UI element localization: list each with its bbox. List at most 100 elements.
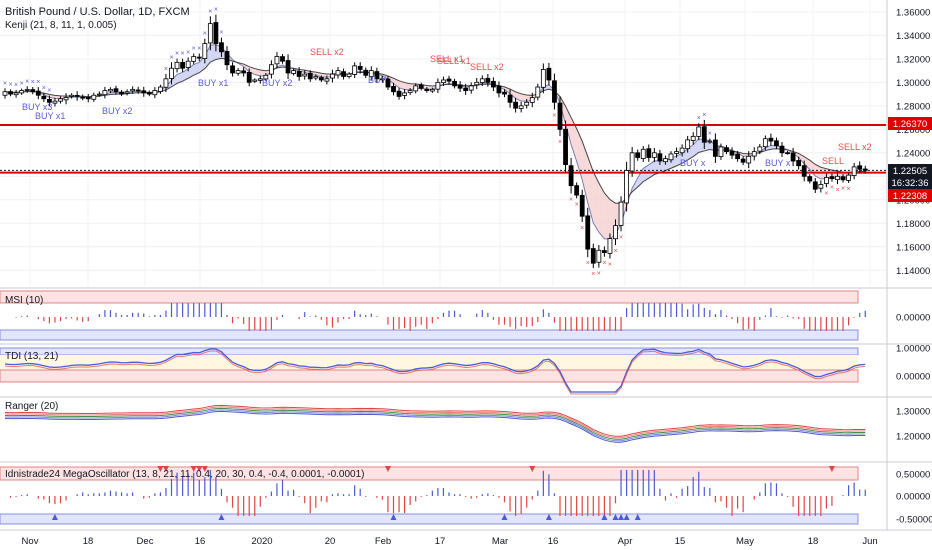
candle-body [19,90,25,94]
mega-oscillator-panel[interactable] [0,466,866,525]
candle-body [385,78,391,88]
candle-body [585,215,591,250]
buy-marker: × [31,79,35,86]
candle-body [69,94,74,97]
candle-body [490,80,496,88]
candle-body [590,248,596,264]
candle-body [41,95,47,100]
ribbon-segment [659,160,666,173]
candle-body [479,78,485,83]
time-axis-label: 16 [195,536,206,547]
candle-body [502,91,507,95]
tdi-mid-band [0,355,858,370]
ribbon-segment [177,72,183,84]
time-axis-label: 2020 [251,536,272,547]
sell-marker: × [613,248,617,255]
candle-body [307,72,313,80]
tdi-panel[interactable] [0,347,866,395]
candle-body [213,22,219,44]
candle-body [63,97,69,101]
time-axis[interactable]: Nov 18 Dec 16 2020 20 Feb 17 Mar 16 Apr 15 May 18 Jun [22,536,878,547]
main-gridlines [0,0,886,286]
candle-body [330,73,335,79]
candle-body [607,238,613,254]
svg-text:1.26370: 1.26370 [893,119,927,130]
ranger-panel[interactable] [4,404,866,443]
candle-body [568,165,574,187]
candle-body [862,168,868,171]
sell-marker: × [847,186,851,193]
time-axis-label: Mar [492,536,508,547]
panel-tick-label: 0.00000 [896,313,930,324]
buy-marker: × [25,78,29,85]
mega-sell-arrow [196,466,203,472]
candle-body [163,78,169,88]
candle-body [341,71,346,77]
buy-signal-label: BUY x3 [22,102,52,112]
candle-body [713,139,718,157]
candle-body [618,201,624,226]
candle-body [268,64,274,75]
horizontal-levels[interactable] [0,123,886,174]
mega-sell-arrow [157,466,164,472]
sell-marker: × [591,271,595,278]
candle-body [613,225,618,240]
sell-marker: × [824,190,828,197]
ribbon-segment [571,117,577,162]
time-axis-label: 15 [675,536,686,547]
ribbon-segment [654,160,660,175]
svg-text:1.22505: 1.22505 [893,166,927,177]
msi-lower-band [0,329,859,341]
sell-marker: × [580,225,584,232]
buy-signal-label: BUY x2 [262,78,292,88]
price-tick-label: 1.28000 [896,101,930,112]
ribbon-segment [648,160,655,179]
time-axis-label: May [736,536,754,547]
candle-body [846,174,851,181]
panel-tick-label: 0.00000 [896,492,930,503]
candle-body [119,91,124,95]
candle-body [646,148,652,158]
buy-marker: × [169,54,173,61]
ribbon-segment [254,68,261,76]
buy-marker: × [192,45,196,52]
mega-buy-arrow [601,514,608,520]
candle-body [141,90,147,94]
candle-body [80,96,86,99]
buy-marker: × [214,7,218,14]
countdown-badge: 16:32:36 [888,177,932,189]
price-tick-label: 1.32000 [896,54,930,65]
candlesticks[interactable] [2,14,868,269]
candle-body [96,93,102,96]
candle-body [546,67,552,81]
candle-body [2,91,8,96]
chart-title: British Pound / U.S. Dollar, 1D, FXCM [5,6,190,18]
candle-body [241,70,247,74]
candle-body [801,165,807,177]
mega-buy-arrow [623,514,630,520]
ranger-band-line [4,404,866,437]
candle-body [840,176,846,181]
candle-body [796,160,802,167]
sell-marker: × [602,260,606,267]
candle-body [668,153,674,161]
candle-body [785,152,790,155]
candle-body [696,126,702,137]
sell-marker: × [830,185,834,192]
mega-buy-arrow [51,514,58,520]
sell-signal-label: SELL x1 [430,54,464,64]
panel-tick-label: 0.00000 [896,372,930,383]
ribbon-segment [770,145,777,150]
panel-tick-label: 1.00000 [896,344,930,355]
candle-body [202,43,208,59]
price-axis[interactable]: 1.36000 1.34000 1.32000 1.30000 1.28000 1.260… [896,7,930,276]
candle-body [540,69,546,88]
tdi-line [4,348,866,393]
msi-panel[interactable] [0,290,866,341]
candle-body [835,175,840,181]
candle-body [85,97,91,100]
candle-body [729,150,735,156]
ranger-band-line [4,406,866,439]
